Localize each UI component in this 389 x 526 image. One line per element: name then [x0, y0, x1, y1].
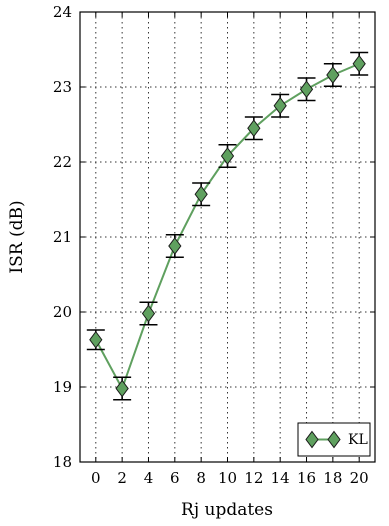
- x-tick-label: 18: [323, 469, 342, 487]
- data-point-diamond: [273, 96, 287, 115]
- data-point-diamond: [89, 330, 103, 349]
- y-axis-label: ISR (dB): [7, 200, 27, 273]
- legend-label-kl: KL: [348, 432, 368, 448]
- x-tick-label: 20: [350, 469, 369, 487]
- data-point-diamond: [141, 304, 156, 323]
- y-tick-label: 23: [53, 78, 72, 96]
- x-tick-label: 0: [91, 469, 101, 487]
- legend: KL: [297, 422, 371, 457]
- x-tick-labels: 0 2 4 6 8 10 12 14 16 18 20: [91, 469, 369, 487]
- series-layer: [86, 51, 369, 401]
- y-tick-label: 22: [53, 153, 72, 171]
- y-tick-label: 24: [53, 3, 72, 21]
- axis-ticks: [80, 11, 375, 463]
- x-tick-label: 4: [144, 469, 154, 487]
- x-tick-label: 12: [244, 469, 263, 487]
- y-tick-label: 20: [53, 303, 72, 321]
- x-tick-label: 10: [218, 469, 237, 487]
- x-tick-label: 8: [196, 469, 206, 487]
- data-point-diamond: [299, 80, 314, 99]
- data-point-diamond: [194, 185, 208, 204]
- data-point-diamond: [352, 54, 366, 73]
- y-tick-label: 19: [53, 378, 72, 396]
- x-tick-label: 2: [117, 469, 127, 487]
- x-tick-label: 6: [170, 469, 180, 487]
- data-point-diamond: [326, 66, 340, 84]
- x-axis-label: Rj updates: [181, 500, 273, 520]
- data-point-diamond: [247, 119, 261, 138]
- y-tick-labels: 18 19 20 21 22 23 24: [53, 3, 72, 471]
- legend-marker-right: [327, 430, 341, 449]
- data-point-diamond: [168, 237, 182, 255]
- x-tick-label: 14: [271, 469, 290, 487]
- y-tick-label: 18: [53, 453, 72, 471]
- data-point-diamond: [220, 147, 235, 165]
- y-tick-label: 21: [53, 228, 72, 246]
- data-point-diamond: [115, 379, 129, 398]
- x-tick-label: 16: [297, 469, 316, 487]
- legend-marker-left: [305, 430, 319, 449]
